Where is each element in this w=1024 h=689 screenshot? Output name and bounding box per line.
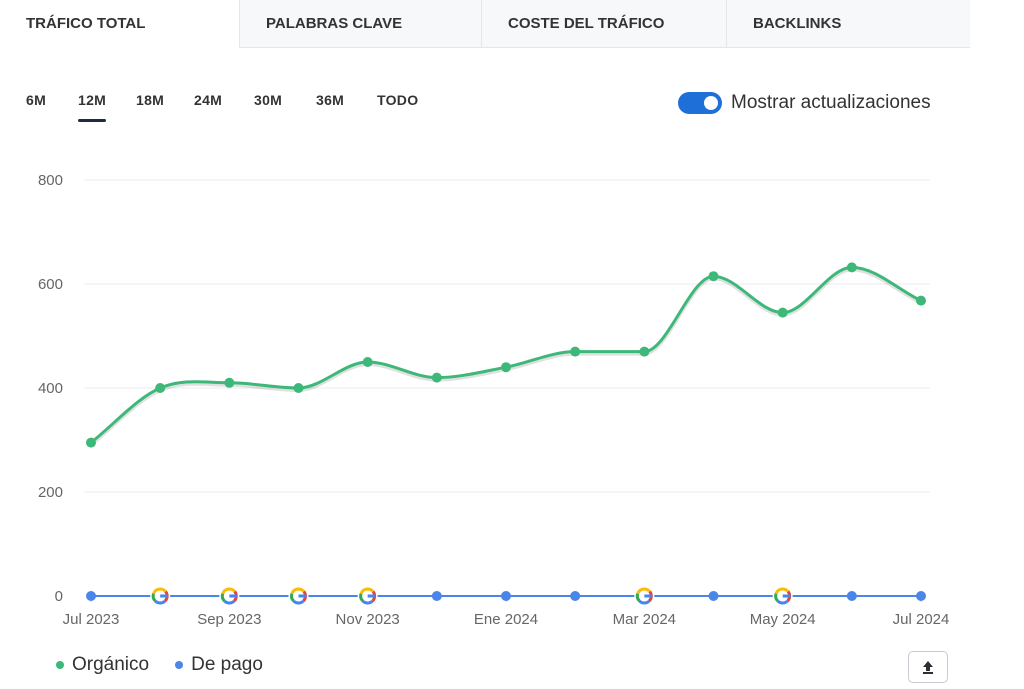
x-tick-label: May 2024 xyxy=(750,611,816,628)
series-line-shadow xyxy=(89,267,922,447)
google-update-icon[interactable] xyxy=(288,586,309,606)
tab-trafico-total[interactable]: TRÁFICO TOTAL xyxy=(0,0,240,48)
range-todo[interactable]: TODO xyxy=(377,92,419,108)
y-tick-label: 600 xyxy=(38,276,63,293)
y-tick-label: 800 xyxy=(38,172,63,189)
google-icon-arc xyxy=(636,587,651,595)
legend-label-de-pago: De pago xyxy=(191,654,263,675)
series-line-organico xyxy=(90,265,922,444)
data-point-de-pago xyxy=(846,591,857,601)
data-point-de-pago xyxy=(431,591,442,601)
google-icon-arc xyxy=(361,599,374,605)
upload-icon xyxy=(923,661,933,674)
google-update-icon[interactable] xyxy=(634,586,655,606)
google-icon-arc xyxy=(774,593,779,603)
google-icon-arc xyxy=(359,593,364,603)
google-icon-arc xyxy=(776,599,789,605)
google-icon-arc xyxy=(292,599,305,605)
google-icon-arc xyxy=(223,599,236,605)
google-update-icon[interactable] xyxy=(357,586,378,606)
range-36m[interactable]: 36M xyxy=(316,92,345,108)
google-update-icon[interactable] xyxy=(772,586,793,606)
google-update-icon[interactable] xyxy=(219,586,240,606)
data-point-organico xyxy=(570,346,581,357)
legend-dot-organico xyxy=(56,661,64,669)
google-icon-arc xyxy=(774,587,790,595)
data-point-organico xyxy=(501,362,511,373)
data-point-de-pago xyxy=(501,591,511,601)
data-point-de-pago xyxy=(708,591,719,601)
data-point-de-pago xyxy=(916,591,926,601)
legend: Orgánico De pago xyxy=(56,654,289,676)
data-point-organico xyxy=(846,262,857,273)
data-point-organico xyxy=(224,377,235,388)
y-tick-label: 400 xyxy=(38,380,63,397)
legend-dot-de-pago xyxy=(175,661,184,669)
data-point-organico xyxy=(293,383,304,393)
tab-bar: TRÁFICO TOTAL PALABRAS CLAVE COSTE DEL T… xyxy=(0,0,970,48)
data-point-organico xyxy=(639,346,650,357)
y-tick-label: 200 xyxy=(38,484,63,501)
legend-label-organico: Orgánico xyxy=(72,654,150,675)
google-icon-arc xyxy=(152,587,167,595)
x-tick-label: Ene 2024 xyxy=(474,611,538,628)
google-icon-arc xyxy=(290,587,306,595)
data-point-organico xyxy=(916,295,926,306)
traffic-chart: 0 200 400 600 800 Jul 2023 Sep 2023 Nov 2023 Ene… xyxy=(38,172,950,628)
export-button[interactable] xyxy=(908,651,948,683)
data-point-organico xyxy=(431,372,442,383)
tab-coste-del-trafico[interactable]: COSTE DEL TRÁFICO xyxy=(482,0,727,48)
google-icon-arc xyxy=(359,587,375,595)
x-tick-label: Nov 2023 xyxy=(336,611,400,628)
tab-backlinks[interactable]: BACKLINKS xyxy=(727,0,970,48)
google-icon-arc xyxy=(638,599,651,605)
range-18m[interactable]: 18M xyxy=(136,92,165,108)
range-30m[interactable]: 30M xyxy=(254,92,283,108)
data-point-de-pago xyxy=(570,591,581,601)
toggle-knob xyxy=(704,96,718,110)
y-tick-label: 0 xyxy=(55,588,63,605)
google-icon-arc xyxy=(221,587,236,595)
google-icon-arc xyxy=(220,593,226,603)
updates-toggle-label: Mostrar actualizaciones xyxy=(731,92,931,113)
legend-item-de-pago[interactable]: De pago xyxy=(175,654,263,676)
data-point-organico xyxy=(362,357,373,367)
google-update-icon[interactable] xyxy=(150,586,171,606)
updates-toggle-group: Mostrar actualizaciones xyxy=(678,92,931,114)
legend-item-organico[interactable]: Orgánico xyxy=(56,654,149,676)
updates-toggle[interactable] xyxy=(678,92,722,114)
range-12m[interactable]: 12M xyxy=(78,92,107,122)
google-icon-arc xyxy=(154,599,167,605)
x-tick-label: Jul 2023 xyxy=(63,611,120,628)
range-6m[interactable]: 6M xyxy=(26,92,47,108)
data-point-organico xyxy=(155,383,166,393)
data-point-organico xyxy=(777,307,788,318)
x-tick-label: Mar 2024 xyxy=(613,611,676,628)
x-tick-label: Jul 2024 xyxy=(893,611,950,628)
google-icon-arc xyxy=(151,593,157,603)
x-tick-label: Sep 2023 xyxy=(197,611,261,628)
data-point-organico xyxy=(708,271,719,282)
google-icon-arc xyxy=(635,593,641,603)
tab-palabras-clave[interactable]: PALABRAS CLAVE xyxy=(240,0,482,48)
data-point-organico xyxy=(86,437,96,448)
range-24m[interactable]: 24M xyxy=(194,92,223,108)
google-icon-arc xyxy=(290,593,295,603)
data-point-de-pago xyxy=(86,591,96,601)
